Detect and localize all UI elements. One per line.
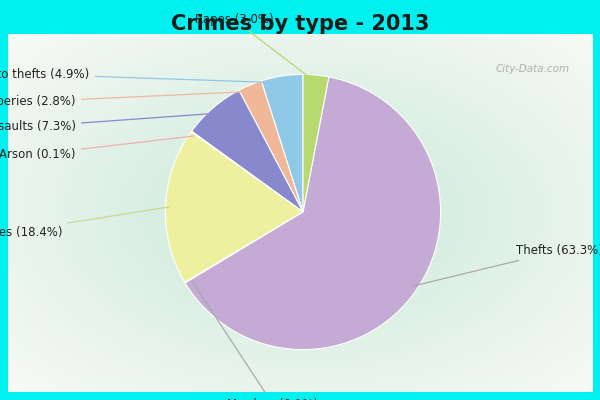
Wedge shape	[239, 81, 303, 212]
Text: City-Data.com: City-Data.com	[496, 64, 570, 74]
Text: Auto thefts (4.9%): Auto thefts (4.9%)	[0, 68, 280, 83]
Text: Thefts (63.3%): Thefts (63.3%)	[413, 244, 600, 286]
Wedge shape	[185, 212, 303, 283]
Text: Murders (0.1%): Murders (0.1%)	[193, 282, 319, 400]
Wedge shape	[261, 74, 303, 212]
Wedge shape	[191, 131, 303, 212]
Text: Burglaries (18.4%): Burglaries (18.4%)	[0, 207, 170, 239]
Wedge shape	[166, 132, 303, 282]
Wedge shape	[185, 77, 440, 350]
Text: Robberies (2.8%): Robberies (2.8%)	[0, 92, 250, 108]
Text: Crimes by type - 2013: Crimes by type - 2013	[171, 14, 429, 34]
Text: Assaults (7.3%): Assaults (7.3%)	[0, 113, 215, 133]
Text: Arson (0.1%): Arson (0.1%)	[0, 136, 194, 161]
Wedge shape	[191, 90, 303, 212]
Text: Rapes (3.0%): Rapes (3.0%)	[195, 13, 313, 80]
Wedge shape	[303, 74, 329, 212]
